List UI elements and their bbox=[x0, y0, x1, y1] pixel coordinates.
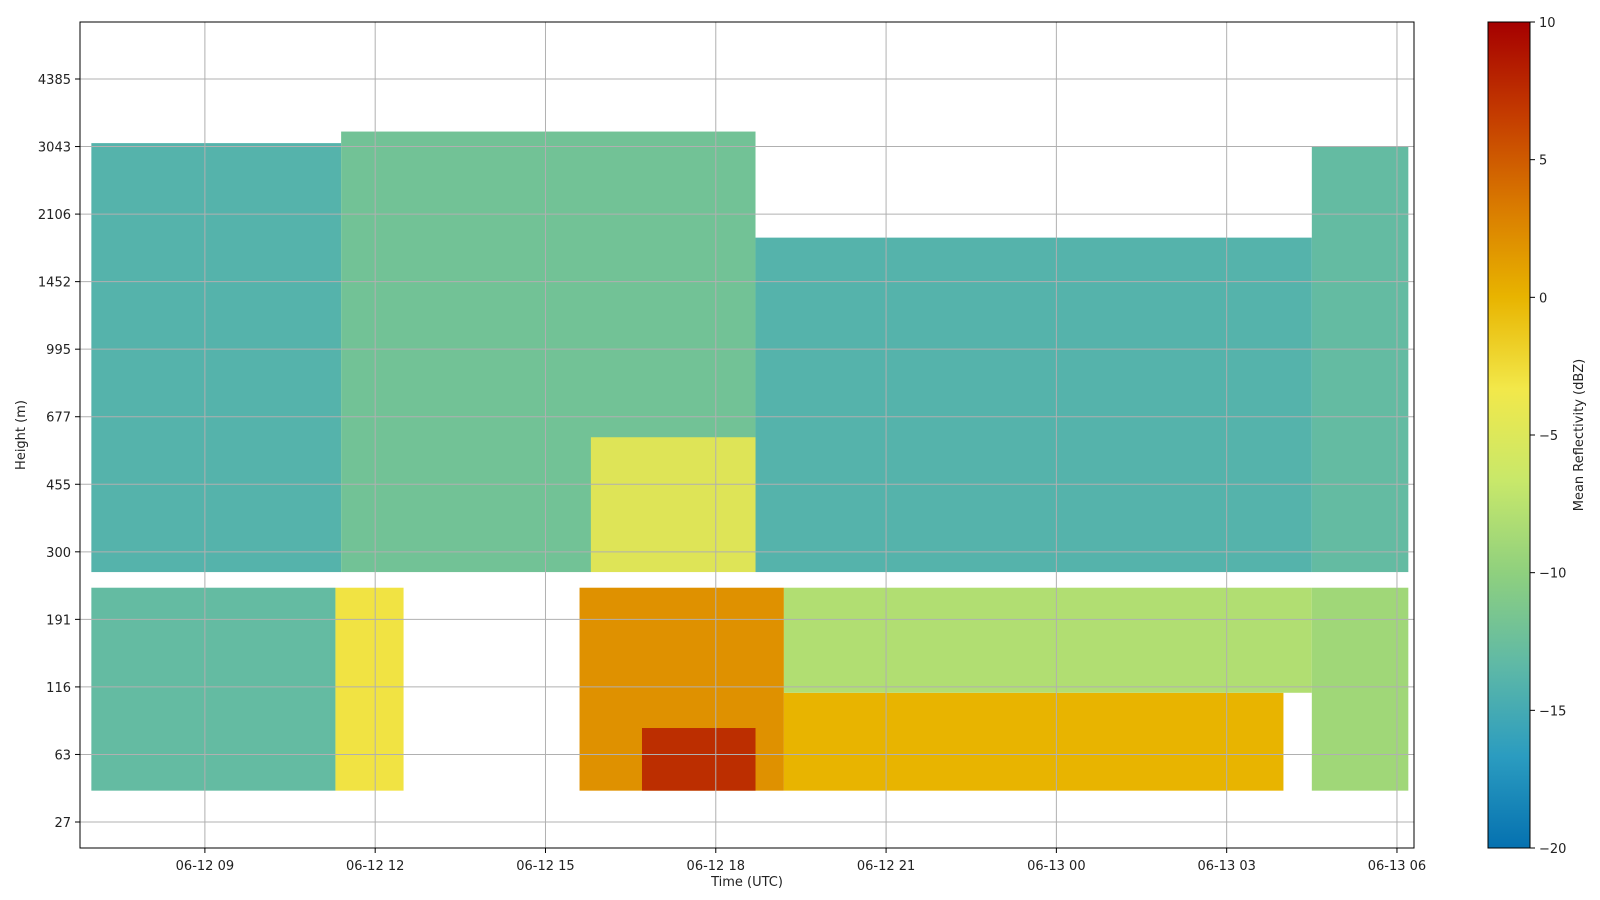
y-tick-label: 1452 bbox=[38, 276, 71, 291]
reflectivity-region-lower bbox=[1311, 585, 1409, 791]
x-tick-label: 06-12 15 bbox=[516, 859, 574, 874]
x-axis-label: Time (UTC) bbox=[710, 875, 783, 890]
reflectivity-region-lower bbox=[783, 585, 1312, 693]
x-axis: 06-12 09 06-12 12 06-12 15 06-12 18 06-12 21… bbox=[176, 848, 1426, 890]
y-axis: 27 63 116 191 300 455 677 995 1452 2106 3043 4385 H… bbox=[14, 73, 80, 831]
plot-frame bbox=[79, 21, 1415, 849]
colorbar-label: Mean Reflectivity (dBZ) bbox=[1572, 359, 1587, 512]
x-tick-label: 06-12 21 bbox=[857, 859, 915, 874]
data-gap bbox=[80, 572, 1414, 588]
colorbar-fill bbox=[1487, 21, 1531, 849]
y-tick-label: 27 bbox=[54, 816, 71, 831]
y-tick-label: 116 bbox=[46, 681, 71, 696]
x-tick-label: 06-12 09 bbox=[176, 859, 234, 874]
y-axis-label: Height (m) bbox=[14, 400, 29, 470]
colorbar-tick-label: −5 bbox=[1539, 429, 1558, 444]
colorbar-tick-label: 10 bbox=[1539, 16, 1556, 31]
colorbar-tick-label: 5 bbox=[1539, 154, 1547, 169]
reflectivity-region-upper bbox=[1311, 146, 1409, 574]
colorbar-tick-label: −10 bbox=[1539, 567, 1566, 582]
x-tick-label: 06-13 03 bbox=[1197, 859, 1255, 874]
y-tick-label: 63 bbox=[54, 748, 71, 763]
reflectivity-region-lower bbox=[91, 585, 336, 791]
colorbar-tick-label: −15 bbox=[1539, 704, 1566, 719]
grid bbox=[80, 22, 1414, 848]
reflectivity-region-lower bbox=[783, 692, 1284, 791]
plot-area bbox=[79, 21, 1415, 849]
reflectivity-region-upper bbox=[91, 143, 342, 574]
y-tick-label: 300 bbox=[46, 546, 71, 561]
x-tick-label: 06-12 12 bbox=[346, 859, 404, 874]
colorbar: 10 5 0 −5 −10 −15 −20 Mean Reflectivity (dBZ) bbox=[1487, 16, 1587, 857]
y-tick-label: 455 bbox=[46, 478, 71, 493]
reflectivity-region-lower-core bbox=[641, 728, 756, 791]
reflectivity-region-lower bbox=[335, 585, 404, 791]
reflectivity-region-upper-core bbox=[590, 437, 756, 574]
y-tick-label: 3043 bbox=[38, 141, 71, 156]
missing-data-band bbox=[80, 572, 1414, 588]
y-tick-label: 4385 bbox=[38, 73, 71, 88]
y-tick-label: 2106 bbox=[38, 208, 71, 223]
y-tick-label: 191 bbox=[46, 613, 71, 628]
x-tick-label: 06-13 06 bbox=[1368, 859, 1426, 874]
y-tick-label: 995 bbox=[46, 343, 71, 358]
reflectivity-region-upper bbox=[755, 237, 1312, 574]
colorbar-tick-label: 0 bbox=[1539, 291, 1547, 306]
x-tick-label: 06-12 18 bbox=[687, 859, 745, 874]
colorbar-tick-label: −20 bbox=[1539, 842, 1566, 857]
y-tick-label: 677 bbox=[46, 411, 71, 426]
reflectivity-field bbox=[91, 131, 1409, 791]
x-tick-label: 06-13 00 bbox=[1027, 859, 1085, 874]
